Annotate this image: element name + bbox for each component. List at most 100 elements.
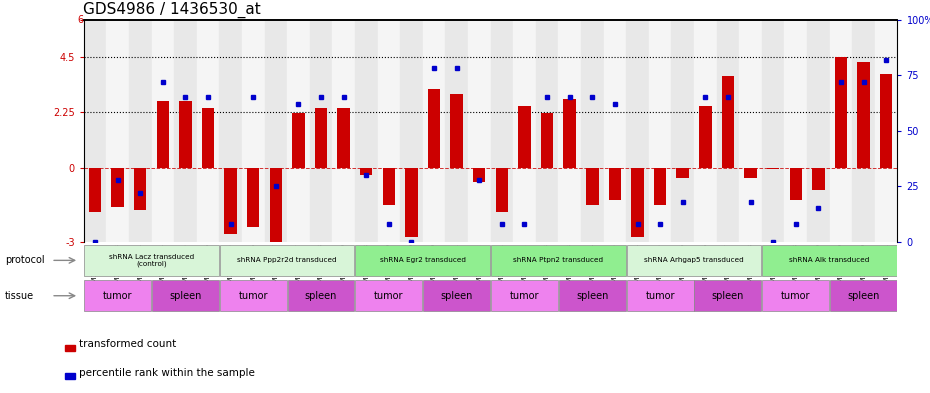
FancyBboxPatch shape xyxy=(287,280,354,311)
Bar xyxy=(671,20,694,242)
Text: tumor: tumor xyxy=(645,291,675,301)
Bar xyxy=(564,99,576,168)
Text: spleen: spleen xyxy=(169,291,202,301)
Bar xyxy=(332,20,355,242)
Bar xyxy=(197,20,219,242)
Bar xyxy=(626,20,649,242)
FancyBboxPatch shape xyxy=(152,280,219,311)
Text: spleen: spleen xyxy=(441,291,472,301)
Text: percentile rank within the sample: percentile rank within the sample xyxy=(79,367,255,378)
Bar xyxy=(287,20,310,242)
Text: protocol: protocol xyxy=(5,255,45,265)
Bar xyxy=(247,168,259,227)
FancyBboxPatch shape xyxy=(830,280,897,311)
Bar xyxy=(880,74,893,168)
Bar xyxy=(631,168,644,237)
Bar xyxy=(586,168,599,205)
Bar xyxy=(784,20,807,242)
Bar xyxy=(762,20,784,242)
Text: shRNA Arhgap5 transduced: shRNA Arhgap5 transduced xyxy=(644,257,744,263)
Bar xyxy=(84,20,106,242)
Bar xyxy=(857,62,870,168)
Bar xyxy=(112,168,124,207)
Bar xyxy=(134,168,146,209)
Bar xyxy=(405,168,418,237)
FancyBboxPatch shape xyxy=(491,280,558,311)
FancyBboxPatch shape xyxy=(84,280,151,311)
Bar xyxy=(852,20,875,242)
Bar xyxy=(468,20,490,242)
Bar xyxy=(536,20,558,242)
Text: spleen: spleen xyxy=(576,291,608,301)
Bar xyxy=(812,168,825,190)
Bar xyxy=(400,20,423,242)
Text: tumor: tumor xyxy=(374,291,404,301)
Text: transformed count: transformed count xyxy=(79,339,176,349)
Bar xyxy=(445,20,468,242)
Bar xyxy=(513,20,536,242)
Bar xyxy=(767,168,779,169)
Bar xyxy=(450,94,463,168)
Bar xyxy=(581,20,604,242)
Text: shRNA Lacz transduced
(control): shRNA Lacz transduced (control) xyxy=(109,253,194,267)
Text: tissue: tissue xyxy=(5,291,33,301)
Bar xyxy=(722,76,734,168)
Bar xyxy=(490,20,513,242)
FancyBboxPatch shape xyxy=(763,280,830,311)
Bar xyxy=(202,108,214,168)
Bar xyxy=(604,20,626,242)
FancyBboxPatch shape xyxy=(763,245,897,276)
Bar xyxy=(649,20,671,242)
Text: GDS4986 / 1436530_at: GDS4986 / 1436530_at xyxy=(83,2,260,18)
Bar xyxy=(676,168,689,178)
Text: tumor: tumor xyxy=(781,291,810,301)
FancyBboxPatch shape xyxy=(627,245,762,276)
Bar xyxy=(129,20,152,242)
Bar xyxy=(830,20,852,242)
Bar xyxy=(88,168,101,212)
FancyBboxPatch shape xyxy=(355,280,422,311)
FancyBboxPatch shape xyxy=(695,280,762,311)
Bar xyxy=(744,168,757,178)
Bar xyxy=(106,20,129,242)
FancyBboxPatch shape xyxy=(491,245,626,276)
FancyBboxPatch shape xyxy=(219,245,354,276)
Bar xyxy=(654,168,666,205)
Bar xyxy=(541,114,553,168)
Bar xyxy=(694,20,717,242)
Bar xyxy=(790,168,802,200)
Bar xyxy=(717,20,739,242)
Bar xyxy=(428,89,440,168)
Text: spleen: spleen xyxy=(711,291,744,301)
Bar xyxy=(496,168,508,212)
Bar xyxy=(338,108,350,168)
Text: 6: 6 xyxy=(77,15,84,25)
FancyBboxPatch shape xyxy=(423,280,490,311)
FancyBboxPatch shape xyxy=(627,280,694,311)
FancyBboxPatch shape xyxy=(355,245,490,276)
FancyBboxPatch shape xyxy=(559,280,626,311)
Bar xyxy=(608,168,621,200)
Bar xyxy=(355,20,378,242)
Bar xyxy=(65,345,74,351)
Bar xyxy=(739,20,762,242)
Bar xyxy=(699,106,711,168)
Text: shRNA Ptpn2 transduced: shRNA Ptpn2 transduced xyxy=(513,257,604,263)
Bar xyxy=(360,168,373,175)
Bar xyxy=(264,20,287,242)
Bar xyxy=(219,20,242,242)
Bar xyxy=(224,168,237,234)
Bar xyxy=(835,57,847,168)
FancyBboxPatch shape xyxy=(219,280,286,311)
Bar xyxy=(179,101,192,168)
Bar xyxy=(315,108,327,168)
Text: tumor: tumor xyxy=(103,291,132,301)
Bar xyxy=(807,20,830,242)
Text: tumor: tumor xyxy=(238,291,268,301)
Bar xyxy=(152,20,174,242)
Text: tumor: tumor xyxy=(510,291,539,301)
Bar xyxy=(518,106,531,168)
Bar xyxy=(242,20,264,242)
Text: shRNA Alk transduced: shRNA Alk transduced xyxy=(790,257,870,263)
Bar xyxy=(174,20,197,242)
